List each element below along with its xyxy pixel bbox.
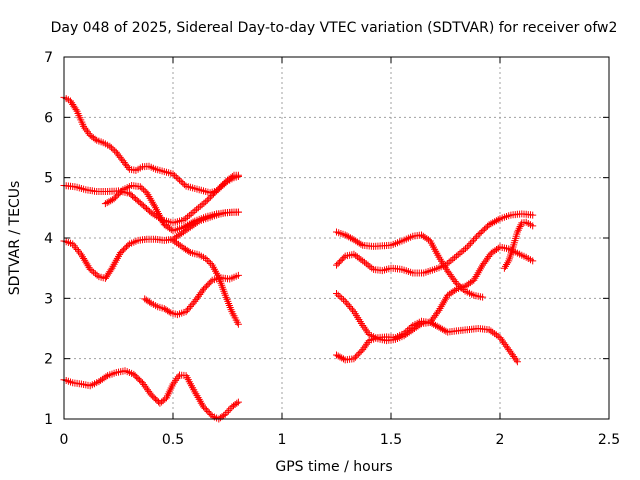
series-sat-a (60, 93, 242, 197)
axis-ticks: 0 0.5 1 1.5 2 2.5 1 2 3 4 5 6 7 (44, 50, 620, 448)
y-tick-label: 4 (44, 231, 53, 247)
series-sat-f (141, 271, 242, 319)
series-markers (333, 243, 537, 364)
y-axis-label: SDTVAR / TECUs (7, 181, 23, 296)
y-tick-label: 7 (44, 50, 53, 66)
series-markers (60, 367, 242, 423)
x-tick-label: 2.5 (598, 432, 620, 448)
series-markers (500, 218, 537, 272)
series-sat-l (500, 218, 537, 272)
gridlines (64, 57, 609, 419)
series-sat-g (60, 367, 242, 423)
y-tick-label: 1 (44, 412, 53, 428)
series-markers (333, 210, 537, 277)
y-tick-label: 6 (44, 110, 53, 126)
data-series (60, 93, 537, 423)
x-tick-label: 1.5 (380, 432, 402, 448)
series-markers (60, 93, 242, 197)
x-tick-label: 2 (496, 432, 505, 448)
x-tick-label: 0 (60, 432, 69, 448)
x-tick-label: 0.5 (162, 432, 184, 448)
series-markers (141, 271, 242, 319)
x-tick-label: 1 (278, 432, 287, 448)
x-axis-label: GPS time / hours (275, 459, 392, 475)
chart-title: Day 048 of 2025, Sidereal Day-to-day VTE… (51, 20, 618, 36)
series-sat-i (333, 210, 537, 277)
series-sat-k (333, 243, 537, 364)
y-tick-label: 5 (44, 171, 53, 187)
y-tick-label: 2 (44, 352, 53, 368)
y-tick-label: 3 (44, 291, 53, 307)
